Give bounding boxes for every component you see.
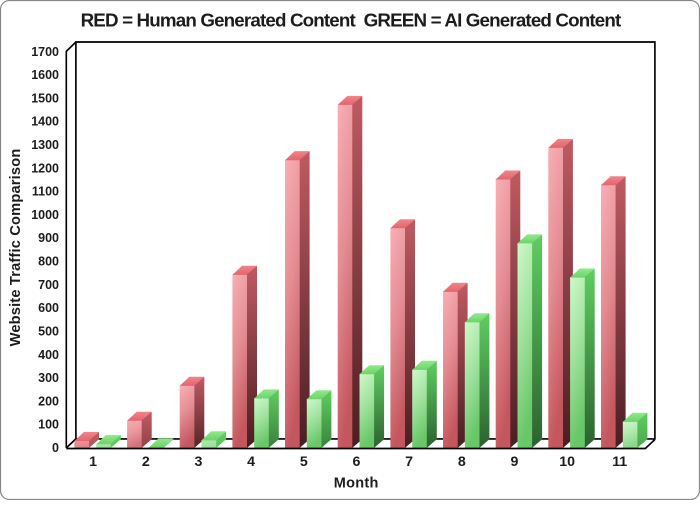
- svg-text:1200: 1200: [31, 161, 59, 175]
- svg-text:200: 200: [38, 394, 59, 408]
- svg-text:7: 7: [405, 454, 413, 470]
- svg-text:500: 500: [38, 325, 59, 339]
- svg-text:1000: 1000: [31, 208, 59, 222]
- svg-text:0: 0: [52, 441, 59, 455]
- svg-text:4: 4: [247, 454, 255, 470]
- svg-text:10: 10: [559, 454, 575, 470]
- svg-text:6: 6: [352, 454, 360, 470]
- svg-text:700: 700: [38, 278, 59, 292]
- svg-text:900: 900: [38, 231, 59, 245]
- svg-text:100: 100: [38, 418, 59, 432]
- svg-text:1: 1: [89, 454, 97, 470]
- svg-text:1300: 1300: [31, 138, 59, 152]
- svg-text:400: 400: [38, 348, 59, 362]
- svg-text:1400: 1400: [31, 115, 59, 129]
- svg-text:RED = Human Generated Content: RED = Human Generated Content GREEN = AI…: [81, 10, 622, 31]
- svg-text:800: 800: [38, 255, 59, 269]
- svg-text:2: 2: [142, 454, 150, 470]
- svg-text:600: 600: [38, 301, 59, 315]
- svg-text:3: 3: [194, 454, 202, 470]
- svg-text:1600: 1600: [31, 68, 59, 82]
- svg-text:1500: 1500: [31, 91, 59, 105]
- svg-text:1700: 1700: [31, 45, 59, 59]
- svg-text:300: 300: [38, 371, 59, 385]
- svg-text:5: 5: [300, 454, 308, 470]
- svg-text:9: 9: [510, 454, 518, 470]
- svg-text:Month: Month: [334, 476, 379, 492]
- svg-text:Website Traffic Comparison: Website Traffic Comparison: [8, 149, 24, 347]
- svg-text:1100: 1100: [32, 185, 59, 199]
- svg-text:11: 11: [612, 454, 627, 470]
- svg-text:8: 8: [458, 454, 466, 470]
